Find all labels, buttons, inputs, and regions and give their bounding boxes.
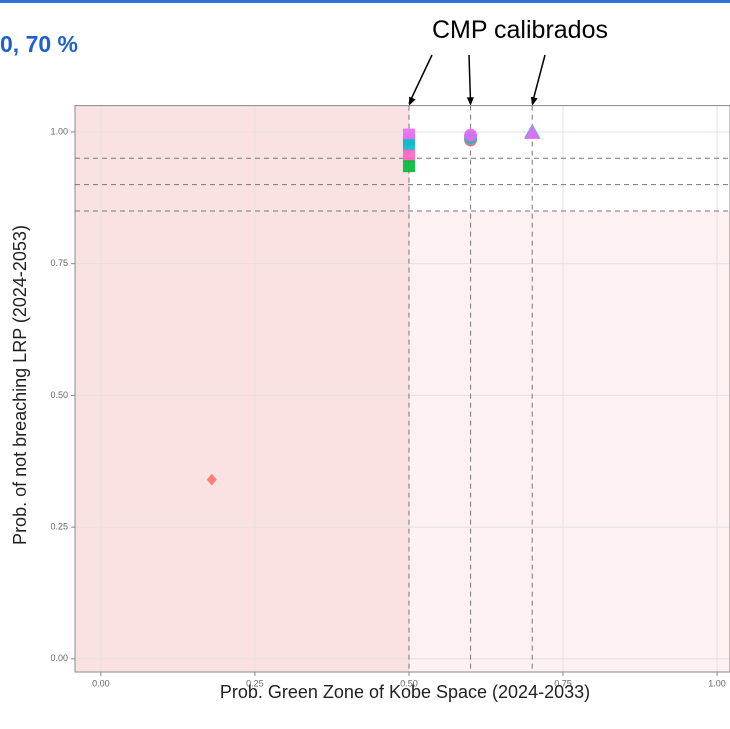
red-zone [75, 105, 409, 673]
plot: 0.00 0.25 0.50 0.75 1.00 0.00 0.25 0.50 0.75 1.00 [50, 105, 730, 688]
x-axis-label: Prob. Green Zone of Kobe Space (2024-203… [220, 682, 590, 702]
arrow-head [466, 97, 474, 106]
x-tick-label: 0.00 [92, 678, 110, 688]
point [402, 149, 415, 162]
annotation-arrow [468, 54, 472, 104]
y-tick-label: 0.50 [50, 390, 68, 400]
arrow-head [408, 96, 416, 106]
point [464, 128, 478, 142]
point [206, 473, 217, 486]
chart-title: 0, 70 % [0, 31, 78, 57]
x-tick-label: 0.50 [400, 678, 418, 688]
x-tick-label: 1.00 [708, 678, 726, 688]
y-axis-label: Prob. of not breaching LRP (2024-2053) [10, 225, 30, 545]
y-tick-label: 0.00 [50, 653, 68, 663]
x-tick-label: 0.25 [246, 678, 264, 688]
point [524, 124, 541, 139]
x-tick-label: 0.75 [554, 678, 572, 688]
top-rule [0, 0, 730, 3]
point [402, 139, 415, 152]
annotation-arrow [531, 54, 546, 104]
point [402, 160, 415, 173]
y-tick-label: 0.25 [50, 521, 68, 531]
panel-border [74, 105, 730, 673]
y-tick-label: 0.75 [50, 258, 68, 268]
arrow-head [530, 96, 538, 106]
y-tick-label: 1.00 [50, 126, 68, 136]
annotation-arrow [408, 54, 433, 104]
annotation: CMP calibrados [432, 16, 608, 44]
